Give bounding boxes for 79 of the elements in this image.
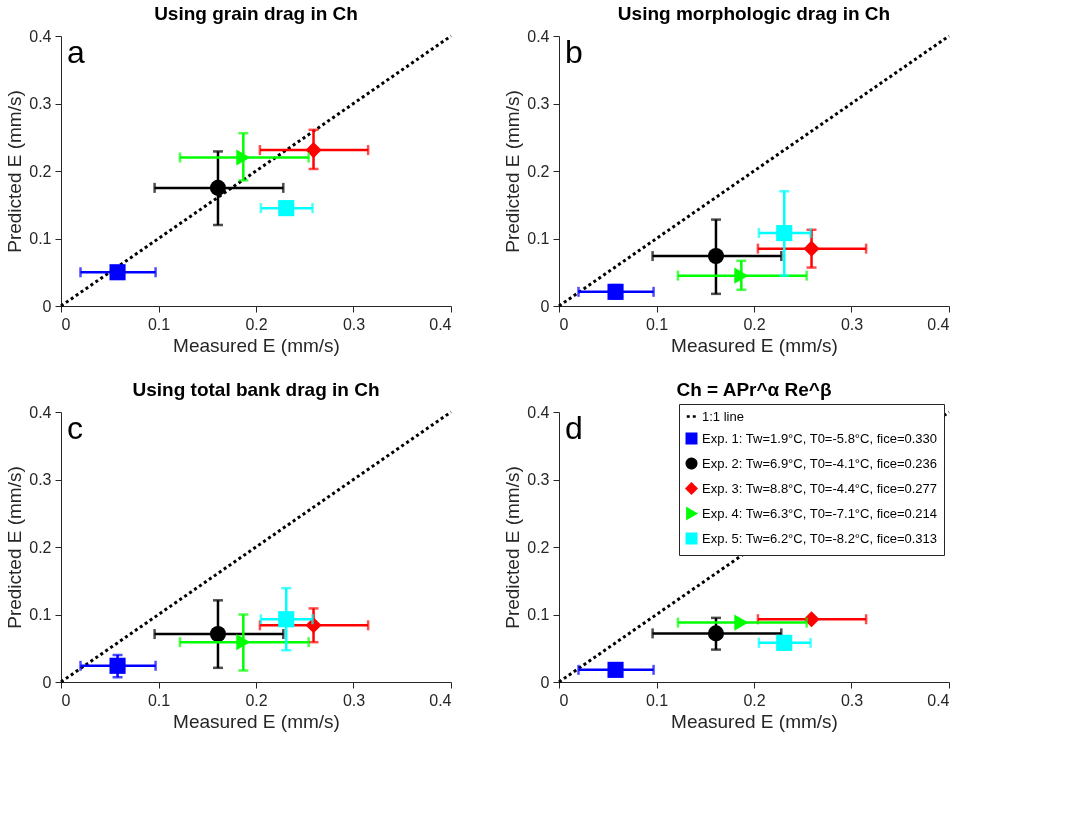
x-tick-label: 0.2 (245, 315, 268, 333)
y-axis-title: Predicted E (mm/s) (4, 466, 26, 629)
legend-label: Exp. 3: Tw=8.8°C, T0=-4.4°C, fice=0.277 (702, 480, 938, 496)
point (707, 625, 725, 642)
y-tick-label: 0.4 (29, 27, 52, 45)
legend-label: Exp. 5: Tw=6.2°C, T0=-8.2°C, fice=0.313 (702, 530, 938, 546)
legend-label: Exp. 1: Tw=1.9°C, T0=-5.8°C, fice=0.330 (702, 430, 938, 446)
y-tick-label: 0.4 (527, 27, 550, 45)
point (278, 200, 295, 217)
point (776, 225, 793, 242)
point (109, 264, 126, 281)
y-tick-label: 0.2 (527, 162, 550, 180)
y-tick-label: 0.3 (29, 471, 52, 488)
x-tick-label: 0.3 (840, 691, 864, 709)
annotation: b (565, 34, 583, 70)
x-tick-label: 0.1 (645, 315, 669, 333)
x-tick-label: 0.1 (147, 691, 171, 709)
x-tick-label: 0.1 (147, 315, 171, 333)
legend-label: Exp. 2: Tw=6.9°C, T0=-4.1°C, fice=0.236 (702, 455, 938, 471)
point (707, 248, 725, 265)
y-tick-label: 0.1 (527, 230, 550, 247)
point (734, 267, 749, 284)
y-tick-label: 0.3 (527, 95, 550, 112)
annotation: d (565, 410, 583, 446)
x-tick-label: 0.4 (429, 315, 452, 333)
x-axis-title: Measured E (mm/s) (173, 710, 340, 732)
x-axis-title: Measured E (mm/s) (173, 334, 340, 356)
x-tick-label: 0.3 (342, 691, 366, 709)
y-axis-title: Predicted E (mm/s) (502, 90, 524, 253)
point (209, 626, 227, 643)
annotation: a (67, 34, 85, 70)
point (209, 179, 227, 196)
x-tick-label: 0 (61, 691, 71, 709)
point (776, 634, 793, 651)
point (803, 240, 820, 257)
y-tick-label: 0.4 (527, 403, 550, 421)
y-axis-title: Predicted E (mm/s) (4, 90, 26, 253)
y-tick-label: 0.2 (527, 538, 550, 556)
chart-title: Using morphologic drag in Ch (617, 3, 891, 24)
point (236, 149, 251, 166)
chart-title: Using total bank drag in Ch (132, 379, 380, 400)
chart-title: Using grain drag in Ch (154, 3, 358, 24)
x-tick-label: 0.1 (645, 691, 669, 709)
y-tick-label: 0.1 (527, 606, 550, 623)
chart-title: Ch = APr^α Re^β (676, 378, 832, 400)
x-tick-label: 0.2 (743, 691, 766, 709)
x-tick-label: 0.2 (743, 315, 766, 333)
x-tick-label: 0.4 (927, 315, 950, 333)
y-tick-label: 0.3 (527, 471, 550, 488)
x-axis-title: Measured E (mm/s) (671, 334, 838, 356)
point (607, 661, 624, 678)
x-tick-label: 0 (559, 691, 569, 709)
y-tick-label: 0.1 (29, 606, 52, 623)
point (305, 142, 322, 159)
x-tick-label: 0 (559, 315, 569, 333)
x-tick-label: 0.4 (429, 691, 452, 709)
y-tick-label: 0.2 (29, 162, 52, 180)
y-tick-label: 0.2 (29, 538, 52, 556)
point (236, 634, 251, 651)
x-tick-label: 0.4 (927, 691, 950, 709)
point (278, 611, 295, 628)
y-tick-label: 0 (42, 297, 52, 315)
y-tick-label: 0.4 (29, 403, 52, 421)
x-tick-label: 0 (61, 315, 71, 333)
y-tick-label: 0 (540, 673, 550, 691)
x-tick-label: 0.3 (840, 315, 864, 333)
x-tick-label: 0.3 (342, 315, 366, 333)
legend-label: Exp. 4: Tw=6.3°C, T0=-7.1°C, fice=0.214 (702, 505, 938, 521)
legend-label: 1:1 line (702, 408, 744, 424)
y-axis-title: Predicted E (mm/s) (502, 466, 524, 629)
y-tick-label: 0 (42, 673, 52, 691)
y-tick-label: 0 (540, 297, 550, 315)
y-tick-label: 0.1 (29, 230, 52, 247)
x-axis-title: Measured E (mm/s) (671, 710, 838, 732)
y-tick-label: 0.3 (29, 95, 52, 112)
point (734, 614, 749, 631)
x-tick-label: 0.2 (245, 691, 268, 709)
annotation: c (67, 410, 83, 446)
point (109, 657, 126, 674)
